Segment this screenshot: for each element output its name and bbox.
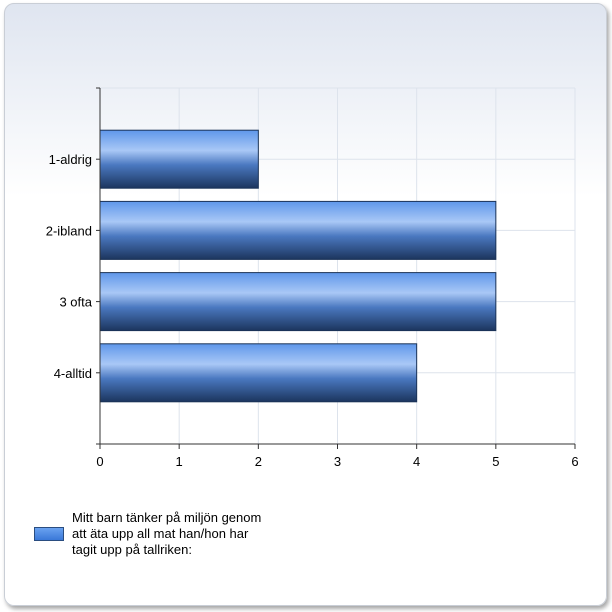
y-tick-label: 3 ofta <box>59 295 92 310</box>
legend: Mitt barn tänker på miljön genom att äta… <box>34 510 294 558</box>
y-tick-label: 1-aldrig <box>49 152 92 167</box>
x-tick-label: 2 <box>255 454 262 469</box>
y-tick-label: 4-alltid <box>54 366 92 381</box>
x-tick-label: 1 <box>176 454 183 469</box>
legend-swatch <box>34 527 64 541</box>
x-tick-label: 6 <box>571 454 578 469</box>
bar-3 ofta <box>99 272 497 332</box>
x-tick-label: 5 <box>492 454 499 469</box>
bar-1-aldrig <box>99 129 259 189</box>
legend-label: Mitt barn tänker på miljön genom att äta… <box>72 510 262 557</box>
x-tick-label: 4 <box>413 454 420 469</box>
y-tick-label: 2-ibland <box>46 223 92 238</box>
bar-4-alltid <box>99 343 418 403</box>
bar-2-ibland <box>99 200 497 260</box>
axes: 1-aldrig 2-ibland 3 ofta 4-alltid 0 1 2 3 4 5 6 <box>46 87 579 469</box>
x-tick-label: 0 <box>96 454 103 469</box>
x-tick-label: 3 <box>334 454 341 469</box>
bars <box>99 129 497 403</box>
